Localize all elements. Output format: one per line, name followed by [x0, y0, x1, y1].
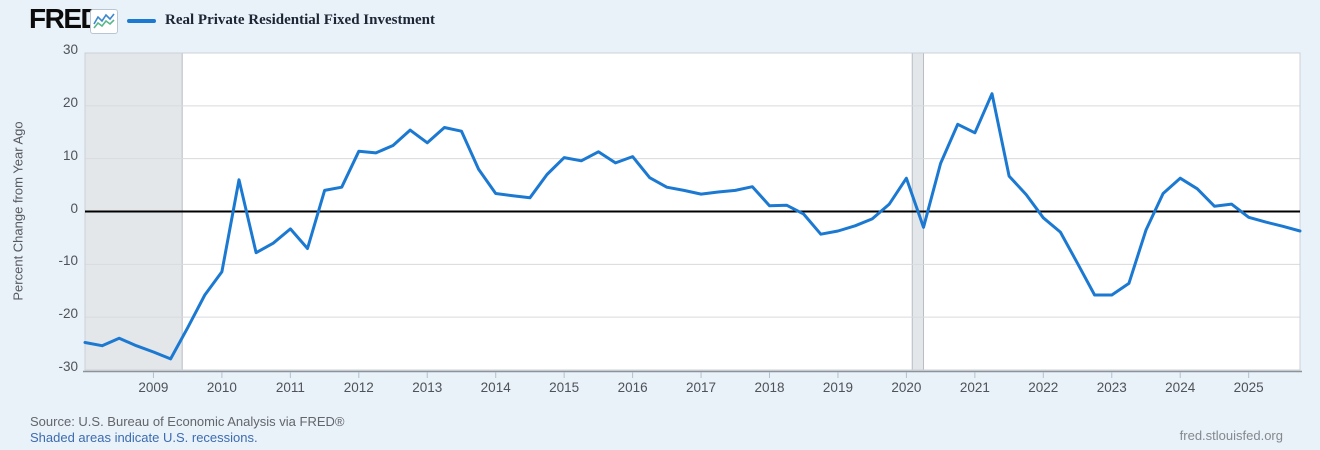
- x-axis-tick-label: 2022: [1028, 380, 1059, 395]
- x-axis-tick-label: 2021: [959, 380, 990, 395]
- x-axis-tick-label: 2013: [412, 380, 443, 395]
- y-axis-tick-label: -10: [58, 253, 78, 269]
- legend: Real Private Residential Fixed Investmen…: [127, 12, 435, 29]
- y-axis-tick-label: 30: [62, 42, 78, 57]
- y-axis-tick-label: 10: [62, 147, 78, 163]
- x-axis-tick-label: 2015: [549, 380, 580, 395]
- x-axis-tick-label: 2016: [617, 380, 648, 395]
- y-axis-tick-label: -20: [58, 306, 78, 322]
- legend-line-sample: [127, 18, 156, 23]
- y-axis-tick-label: -30: [58, 359, 78, 374]
- x-axis-tick-label: 2010: [206, 380, 237, 395]
- x-axis-tick-label: 2014: [480, 380, 511, 395]
- x-axis-tick-label: 2009: [138, 380, 169, 395]
- recession-note-link[interactable]: Shaded areas indicate U.S. recessions.: [30, 430, 258, 445]
- x-axis-tick-label: 2019: [822, 380, 853, 395]
- fred-logo-text: FRED: [29, 3, 101, 34]
- fred-site-link[interactable]: fred.stlouisfed.org: [1179, 428, 1283, 443]
- x-axis-tick-label: 2020: [891, 380, 922, 395]
- x-axis-tick-label: 2012: [343, 380, 374, 395]
- y-axis-tick-label: 20: [62, 94, 78, 110]
- x-axis-tick-label: 2011: [275, 380, 305, 395]
- x-axis-tick-label: 2023: [1096, 380, 1127, 395]
- series-line: [83, 92, 1302, 361]
- legend-series-label: Real Private Residential Fixed Investmen…: [165, 12, 435, 28]
- x-axis-tick-label: 2024: [1165, 380, 1196, 395]
- x-axis-tick-label: 2025: [1233, 380, 1264, 395]
- y-axis-tick-label: 0: [70, 200, 78, 216]
- x-axis-tick-label: 2018: [754, 380, 785, 395]
- x-axis-tick-label: 2017: [686, 380, 717, 395]
- fred-sparkline-icon: [90, 9, 118, 34]
- source-text: Source: U.S. Bureau of Economic Analysis…: [30, 414, 345, 429]
